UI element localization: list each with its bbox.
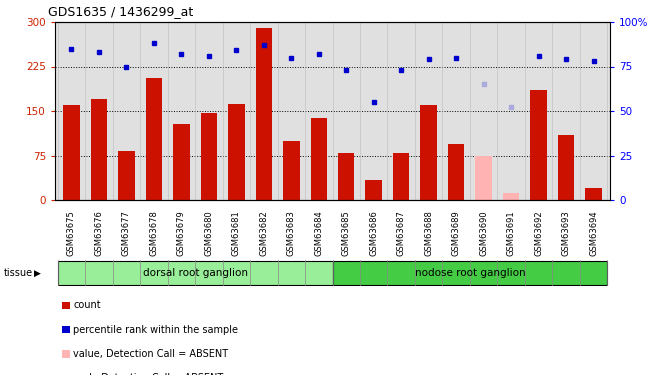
Text: rank, Detection Call = ABSENT: rank, Detection Call = ABSENT [73,374,224,375]
Bar [228,105,245,200]
Bar [338,153,354,200]
Text: GSM63689: GSM63689 [451,210,461,256]
Text: GSM63683: GSM63683 [287,210,296,256]
Bar [475,156,492,200]
Bar [393,153,409,200]
Text: GSM63688: GSM63688 [424,210,433,256]
Text: GSM63675: GSM63675 [67,210,76,256]
Bar [366,180,382,200]
Bar [90,99,107,200]
Text: GSM63687: GSM63687 [397,210,406,256]
Bar [255,28,272,200]
Text: GSM63676: GSM63676 [94,210,104,256]
Text: GSM63690: GSM63690 [479,211,488,256]
Text: GSM63686: GSM63686 [369,210,378,256]
Text: count: count [73,300,101,310]
Text: percentile rank within the sample: percentile rank within the sample [73,325,238,334]
Bar [558,135,574,200]
Text: nodose root ganglion: nodose root ganglion [414,268,525,278]
Text: GSM63692: GSM63692 [534,211,543,256]
Bar [503,193,519,200]
Bar [531,90,546,200]
FancyBboxPatch shape [57,261,333,285]
Bar [283,141,300,200]
Text: dorsal root ganglion: dorsal root ganglion [143,268,248,278]
Text: GSM63677: GSM63677 [122,210,131,256]
Bar [420,105,437,200]
Text: ▶: ▶ [34,268,41,278]
Text: value, Detection Call = ABSENT: value, Detection Call = ABSENT [73,349,228,359]
Text: GSM63685: GSM63685 [342,210,350,256]
Bar [201,113,217,200]
Text: GSM63679: GSM63679 [177,210,186,256]
Text: GSM63691: GSM63691 [507,211,515,256]
Bar [146,78,162,200]
Bar [585,188,602,200]
Text: GSM63682: GSM63682 [259,210,269,256]
Bar [63,105,80,200]
Bar [173,124,189,200]
Text: GDS1635 / 1436299_at: GDS1635 / 1436299_at [48,5,193,18]
Text: GSM63684: GSM63684 [314,210,323,256]
Text: GSM63694: GSM63694 [589,211,598,256]
Bar [448,144,465,200]
Text: GSM63680: GSM63680 [205,210,213,256]
Text: tissue: tissue [3,268,32,278]
Text: GSM63693: GSM63693 [562,210,570,256]
Bar [118,152,135,200]
Text: GSM63678: GSM63678 [149,210,158,256]
FancyBboxPatch shape [333,261,607,285]
Bar [310,118,327,200]
Text: GSM63681: GSM63681 [232,210,241,256]
